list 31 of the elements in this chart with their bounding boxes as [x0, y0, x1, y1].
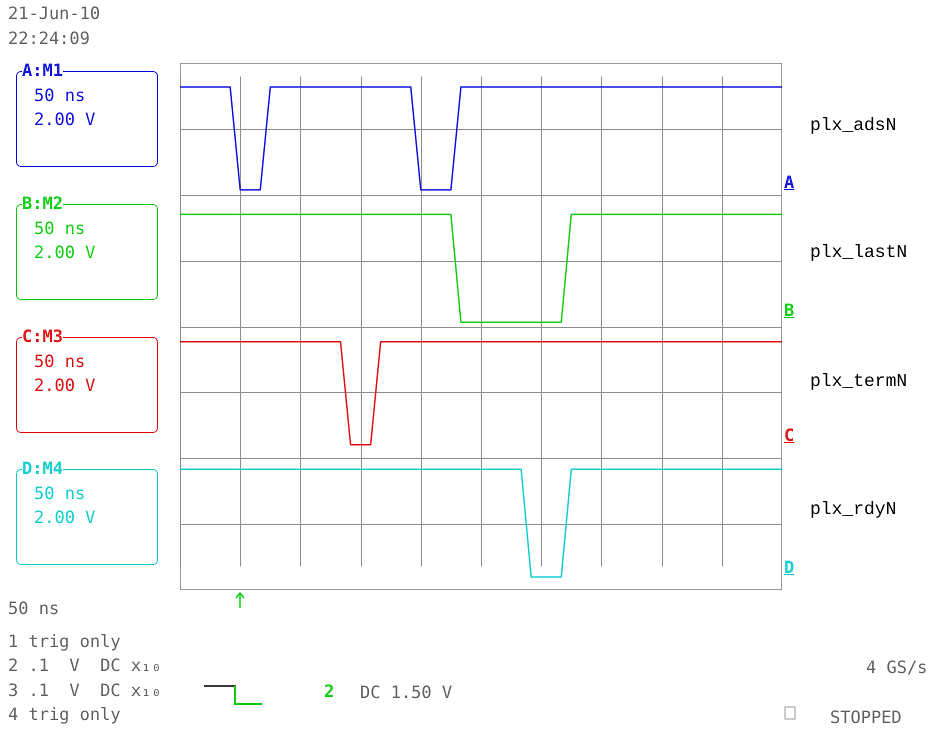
text: B: [784, 301, 794, 321]
text: 4 GS/s: [866, 658, 928, 678]
text: 3 .1 V DC x₁₀: [8, 681, 162, 701]
text: plx_termN: [810, 372, 908, 392]
text: 2 .1 V DC x₁₀: [8, 656, 162, 676]
text: 2: [324, 682, 334, 702]
text: 4 trig only: [8, 705, 121, 725]
text: B:M2: [22, 194, 63, 214]
text: 2.00 V: [34, 243, 96, 263]
text: D: [784, 558, 794, 578]
text: D:M4: [22, 459, 63, 479]
text: A:M1: [22, 61, 63, 81]
text: C: [784, 426, 794, 446]
text: 50 ns: [34, 352, 86, 372]
text: 50 ns: [34, 86, 86, 106]
text: 2.00 V: [34, 508, 96, 528]
text: plx_rdyN: [810, 500, 896, 520]
text: 50 ns: [34, 219, 86, 239]
text: STOPPED: [830, 708, 902, 728]
text: DC 1.50 V: [360, 683, 452, 703]
text: 50 ns: [34, 484, 86, 504]
text: 22:24:09: [8, 29, 90, 49]
text: 50 ns: [8, 599, 60, 619]
text: C:M3: [22, 327, 63, 347]
text: 21-Jun-10: [8, 4, 100, 24]
text: 2.00 V: [34, 376, 96, 396]
text: A: [784, 173, 794, 193]
text: 2.00 V: [34, 110, 96, 130]
text: plx_adsN: [810, 116, 896, 136]
text: plx_lastN: [810, 243, 908, 263]
text: 1 trig only: [8, 632, 121, 652]
